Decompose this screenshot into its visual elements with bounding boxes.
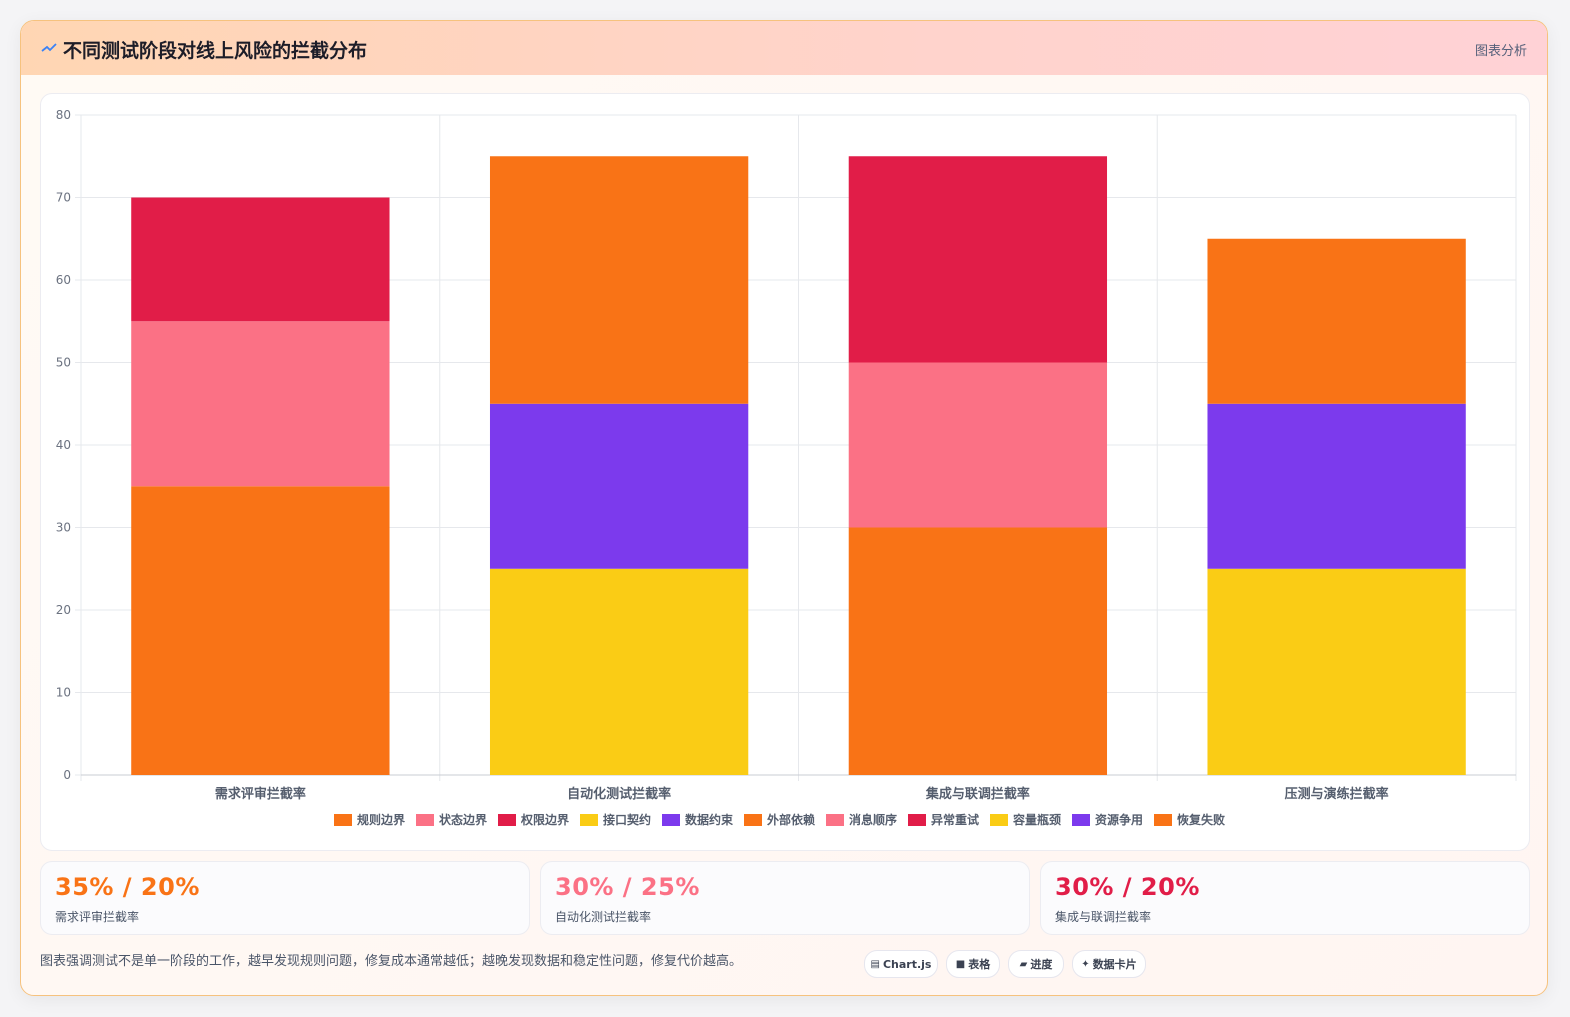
legend-label: 数据约束 bbox=[685, 812, 734, 827]
y-tick-label: 60 bbox=[56, 273, 71, 287]
tag-chartjs[interactable]: ▤ Chart.js bbox=[864, 950, 938, 978]
chart-icon: ▤ bbox=[870, 958, 880, 970]
tag-label: 数据卡片 bbox=[1092, 958, 1137, 971]
table-icon: ■ bbox=[955, 958, 966, 970]
kpi-card-2: 30% / 25% 自动化测试拦截率 bbox=[540, 861, 1030, 935]
legend-swatch bbox=[580, 814, 598, 826]
stacked-bar-chart: 0 10 20 30 40 50 60 70 80 需求评审拦截率 自动化测试拦截率 集成与联调拦截率… bbox=[56, 108, 1517, 827]
kpi-value: 30% / 25% bbox=[555, 873, 700, 901]
tag-data-cards[interactable]: ✦ 数据卡片 bbox=[1072, 950, 1146, 978]
bar-segment bbox=[1207, 568, 1466, 775]
legend-label: 消息顺序 bbox=[849, 812, 897, 827]
kpi-label: 自动化测试拦截率 bbox=[555, 910, 652, 924]
x-category-label: 需求评审拦截率 bbox=[215, 786, 306, 802]
bar-segment bbox=[1207, 403, 1466, 569]
bar-segment bbox=[848, 362, 1108, 528]
y-tick-label: 40 bbox=[56, 438, 71, 452]
legend-label: 权限边界 bbox=[520, 812, 569, 827]
x-category-label: 压测与演练拦截率 bbox=[1285, 786, 1389, 802]
chart-note: 图表强调测试不是单一阶段的工作，越早发现规则问题，修复成本通常越低；越晚发现数据… bbox=[40, 954, 743, 969]
trend-icon bbox=[41, 43, 57, 52]
legend-label: 接口契约 bbox=[603, 812, 651, 827]
x-category-label: 集成与联调拦截率 bbox=[925, 786, 1030, 802]
bar-segment bbox=[489, 403, 749, 569]
legend-swatch bbox=[908, 814, 926, 826]
kpi-card-1: 35% / 20% 需求评审拦截率 bbox=[40, 861, 530, 935]
legend-swatch bbox=[1072, 814, 1090, 826]
bar-segment bbox=[131, 486, 390, 775]
kpi-value: 30% / 20% bbox=[1055, 873, 1200, 901]
legend-label: 异常重试 bbox=[931, 812, 979, 827]
tag-label: 进度 bbox=[1030, 958, 1053, 971]
legend-label: 资源争用 bbox=[1095, 812, 1143, 827]
kpi-value: 35% / 20% bbox=[55, 873, 200, 901]
legend-swatch bbox=[744, 814, 762, 826]
y-tick-label: 20 bbox=[56, 603, 71, 617]
legend-swatch bbox=[498, 814, 516, 826]
legend-swatch bbox=[826, 814, 844, 826]
legend-label: 恢复失败 bbox=[1177, 812, 1225, 827]
legend-swatch bbox=[334, 814, 352, 826]
tag-label: Chart.js bbox=[882, 957, 932, 971]
y-tick-label: 10 bbox=[56, 686, 71, 700]
bar-segment bbox=[489, 568, 749, 775]
y-tick-label: 70 bbox=[56, 191, 71, 205]
chart-title: 不同测试阶段对线上风险的拦截分布 bbox=[63, 40, 368, 62]
chart-area: 0 10 20 30 40 50 60 70 80 需求评审拦截率 自动化测试拦截率 集成与联调拦截率… bbox=[40, 93, 1530, 851]
bar-segment bbox=[131, 197, 390, 322]
bar-segment bbox=[131, 321, 390, 487]
legend-swatch bbox=[416, 814, 434, 826]
bar-segment bbox=[848, 527, 1108, 775]
y-tick-label: 30 bbox=[56, 521, 71, 535]
bar-segment bbox=[848, 156, 1108, 363]
legend-label: 状态边界 bbox=[439, 812, 487, 827]
bar-segment bbox=[1207, 238, 1466, 404]
tag-progress[interactable]: ▰ 进度 bbox=[1008, 950, 1064, 978]
kpi-label: 集成与联调拦截率 bbox=[1055, 910, 1152, 924]
kpi-card-3: 30% / 20% 集成与联调拦截率 bbox=[1040, 861, 1530, 935]
legend-label: 容量瓶颈 bbox=[1012, 812, 1061, 827]
tag-label: 表格 bbox=[968, 958, 991, 971]
card-header: 不同测试阶段对线上风险的拦截分布 图表分析 bbox=[21, 21, 1547, 75]
tag-table[interactable]: ■ 表格 bbox=[946, 950, 1000, 978]
legend-swatch bbox=[662, 814, 680, 826]
x-category-label: 自动化测试拦截率 bbox=[567, 786, 671, 802]
chart-analysis-link[interactable]: 图表分析 bbox=[1474, 44, 1527, 59]
kpi-label: 需求评审拦截率 bbox=[55, 910, 140, 924]
sparkle-icon: ✦ bbox=[1081, 958, 1090, 970]
legend-label: 外部依赖 bbox=[767, 812, 815, 827]
y-tick-label: 0 bbox=[63, 768, 71, 782]
chart-card: 不同测试阶段对线上风险的拦截分布 图表分析 0 10 20 30 40 50 60 70 80 需… bbox=[20, 20, 1548, 996]
legend-swatch bbox=[990, 814, 1008, 826]
progress-icon: ▰ bbox=[1019, 958, 1028, 970]
legend-label: 规则边界 bbox=[357, 812, 405, 827]
y-tick-label: 80 bbox=[56, 108, 71, 122]
legend-swatch bbox=[1154, 814, 1172, 826]
bar-segment bbox=[489, 156, 749, 404]
y-tick-label: 50 bbox=[56, 356, 71, 370]
